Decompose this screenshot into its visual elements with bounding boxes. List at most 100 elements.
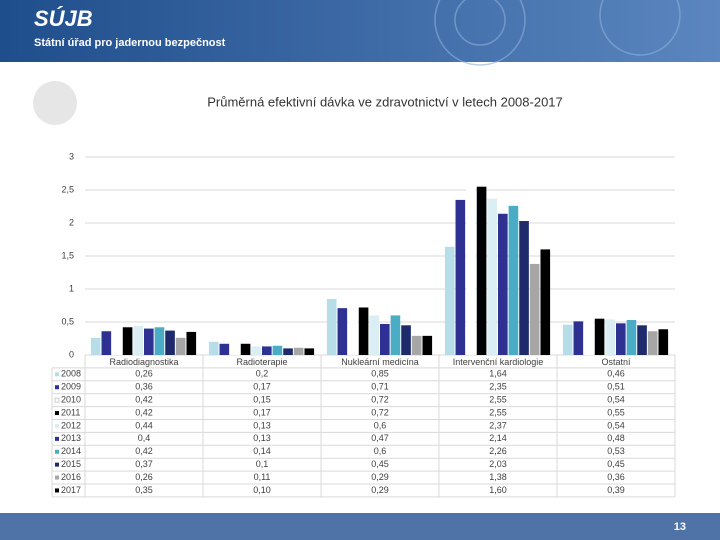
table-cell: 0,42 — [135, 407, 153, 417]
table-cell: 0,39 — [607, 485, 625, 495]
bar — [154, 327, 165, 355]
legend-label: 2017 — [61, 485, 81, 495]
bar — [594, 318, 605, 355]
table-cell: 0,37 — [135, 459, 153, 469]
table-cell: 0,6 — [374, 446, 387, 456]
bar — [498, 213, 508, 355]
bar — [508, 205, 519, 355]
table-cell: 0,15 — [253, 395, 271, 405]
table-cell: 0,10 — [253, 485, 271, 495]
x-tick-label: Nukleární medicína — [341, 357, 419, 367]
bar — [337, 308, 348, 355]
bar — [90, 337, 101, 355]
table-cell: 0,13 — [253, 420, 271, 430]
bar — [584, 319, 594, 355]
table-cell: 0,11 — [254, 472, 271, 482]
bar — [369, 315, 379, 355]
y-tick-label: 3 — [69, 151, 74, 161]
bar — [230, 345, 240, 355]
x-tick-label: Ostatní — [601, 357, 631, 367]
bar — [165, 330, 175, 355]
legend-label: 2012 — [61, 420, 81, 430]
table-cell: 0,1 — [256, 459, 269, 469]
table-cell: 0,17 — [253, 407, 271, 417]
bar — [616, 323, 626, 355]
table-cell: 0,53 — [607, 446, 625, 456]
table-cell: 0,2 — [256, 369, 269, 379]
bar — [529, 263, 540, 355]
table-cell: 2,37 — [489, 420, 507, 430]
chart-title: Průměrná efektivní dávka ve zdravotnictv… — [207, 94, 563, 109]
table-cell: 0,13 — [253, 433, 271, 443]
bar — [122, 327, 133, 355]
legend-swatch — [55, 436, 59, 441]
bar — [144, 328, 154, 355]
table-cell: 0,46 — [607, 369, 625, 379]
bar — [444, 246, 455, 355]
header-band — [0, 0, 720, 62]
legend-swatch — [55, 462, 59, 467]
legend-swatch — [55, 449, 59, 454]
x-tick-label: Radiodiagnostika — [109, 357, 178, 367]
table-cell: 0,29 — [371, 472, 389, 482]
legend-swatch — [55, 488, 59, 493]
legend-label: 2016 — [61, 472, 81, 482]
bar — [304, 348, 315, 355]
table-cell: 0,26 — [135, 369, 153, 379]
bar — [658, 329, 669, 355]
bar — [573, 321, 584, 355]
bar — [466, 186, 476, 355]
bar — [519, 221, 529, 355]
table-cell: 0,36 — [607, 472, 625, 482]
bar — [112, 327, 122, 355]
organization-name: Státní úřad pro jadernou bezpečnost — [34, 37, 226, 49]
bar — [283, 348, 293, 355]
bar — [358, 307, 369, 355]
bar — [240, 343, 251, 355]
bar — [133, 325, 143, 355]
watermark-logo — [33, 81, 77, 125]
bar — [637, 325, 647, 355]
header-decoration — [434, 0, 681, 66]
table-cell: 2,14 — [489, 433, 507, 443]
table-cell: 0,42 — [135, 395, 153, 405]
bar — [175, 337, 186, 355]
legend-label: 2008 — [61, 369, 81, 379]
table-cell: 0,54 — [607, 395, 625, 405]
table-cell: 0,4 — [138, 433, 151, 443]
bar — [422, 335, 433, 355]
table-cell: 0,36 — [135, 382, 153, 392]
legend-label: 2011 — [61, 407, 80, 417]
bar — [605, 319, 615, 355]
bar — [101, 331, 112, 355]
bar — [626, 320, 637, 355]
bar — [401, 325, 411, 355]
table-cell: 1,60 — [489, 485, 507, 495]
y-tick-label: 1 — [69, 283, 74, 293]
y-tick-label: 0,5 — [61, 316, 74, 326]
x-tick-label: Radioterapie — [236, 357, 287, 367]
logo: SÚJB — [34, 6, 93, 31]
table-cell: 0,47 — [371, 433, 389, 443]
bar — [272, 345, 283, 355]
table-cell: 0,54 — [607, 420, 625, 430]
bar — [455, 199, 466, 355]
bar — [562, 324, 573, 355]
bar — [390, 315, 401, 355]
legend-swatch — [55, 423, 59, 428]
legend-label: 2014 — [61, 446, 81, 456]
bar — [540, 249, 551, 355]
bar — [647, 331, 658, 355]
table-cell: 0,55 — [607, 407, 625, 417]
table-cell: 1,38 — [489, 472, 507, 482]
table-cell: 0,14 — [253, 446, 271, 456]
page-number: 13 — [674, 521, 686, 533]
bar — [326, 298, 337, 355]
table-cell: 0,72 — [371, 395, 389, 405]
table-cell: 2,55 — [489, 395, 507, 405]
bar — [219, 343, 230, 355]
bar — [348, 307, 358, 355]
bar — [380, 323, 390, 355]
